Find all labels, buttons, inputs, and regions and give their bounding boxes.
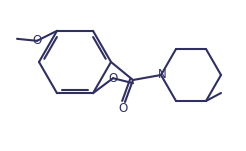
Text: O: O bbox=[108, 72, 118, 85]
Text: N: N bbox=[158, 69, 166, 82]
Text: O: O bbox=[32, 34, 42, 47]
Text: O: O bbox=[118, 103, 128, 116]
